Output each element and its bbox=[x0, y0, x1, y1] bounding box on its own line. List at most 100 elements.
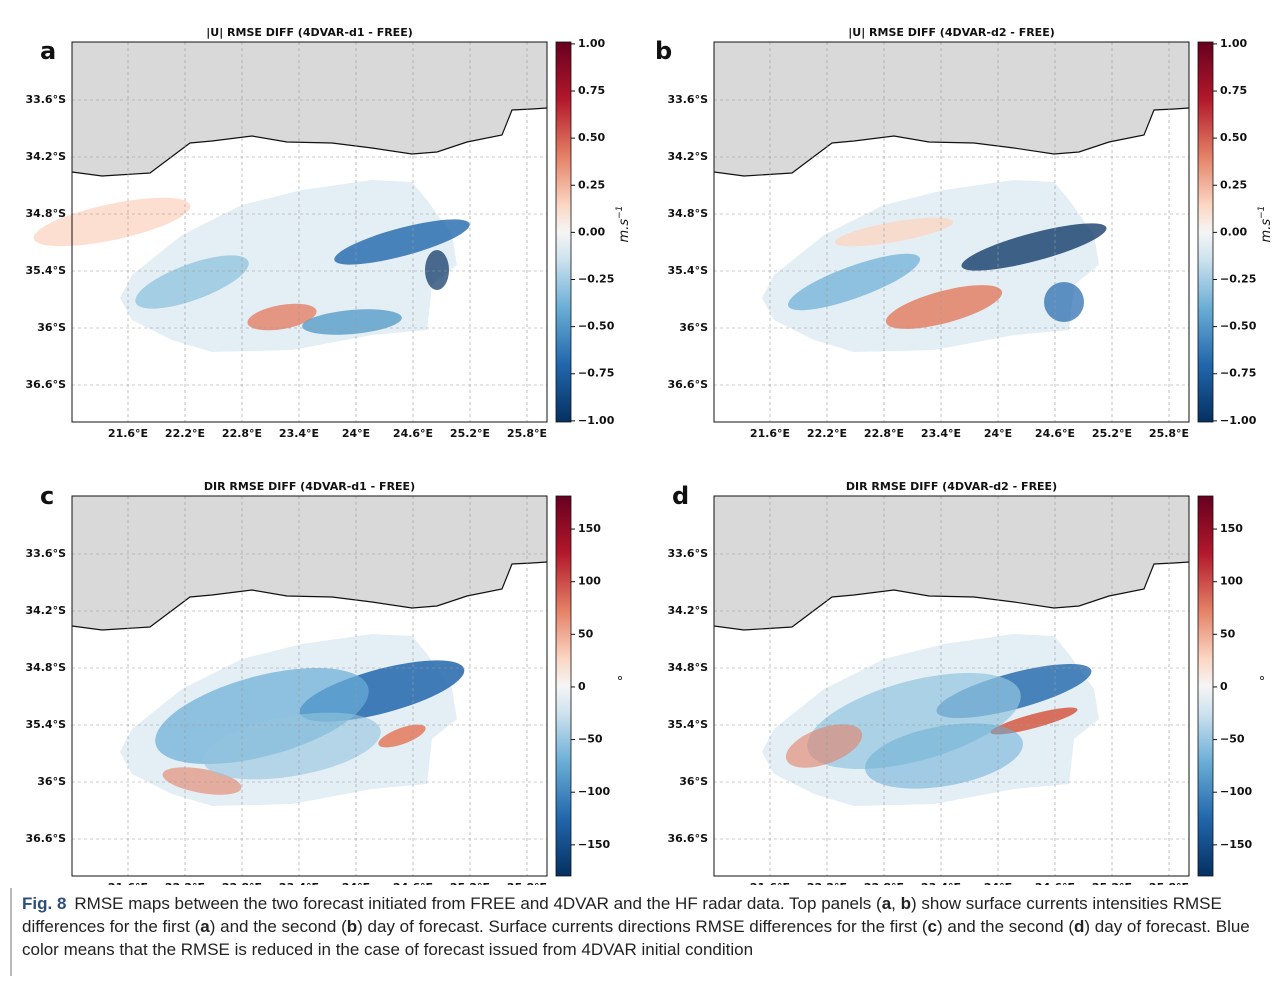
lat-label: 34.8°S bbox=[667, 207, 708, 220]
colorbar-tick-label: 100 bbox=[578, 575, 601, 588]
lon-label: 21.6°E bbox=[108, 427, 148, 440]
caption-text: b bbox=[900, 894, 911, 913]
lat-label: 33.6°S bbox=[667, 93, 708, 106]
colorbar-unit: ° bbox=[617, 675, 632, 682]
panel-letter: a bbox=[40, 37, 56, 65]
colorbar-unit: m.s−1 bbox=[615, 206, 632, 243]
field-feature bbox=[425, 250, 449, 290]
lon-label: 24°E bbox=[342, 427, 370, 440]
field-feature bbox=[334, 219, 470, 265]
field-feature bbox=[247, 303, 317, 331]
lon-label: 25.2°E bbox=[1092, 427, 1132, 440]
caption-text: a bbox=[200, 917, 210, 936]
lon-label: 24.6°E bbox=[1035, 427, 1075, 440]
lon-label: 23.4°E bbox=[279, 881, 319, 885]
caption-text: ) day of forecast. Surface currents dire… bbox=[357, 917, 928, 936]
lat-label: 34.8°S bbox=[25, 661, 66, 674]
lon-label: 25.8°E bbox=[507, 427, 547, 440]
lat-label: 33.6°S bbox=[25, 547, 66, 560]
colorbar bbox=[555, 495, 572, 877]
colorbar-tick-label: 1.00 bbox=[578, 37, 605, 50]
lat-label: 36°S bbox=[679, 321, 708, 334]
colorbar-tick-label: 150 bbox=[1220, 522, 1243, 535]
colorbar bbox=[555, 41, 572, 423]
field-feature bbox=[378, 724, 426, 748]
caption-text: c bbox=[927, 917, 937, 936]
map-frame bbox=[71, 41, 548, 423]
colorbar-tick-label: 0.25 bbox=[1220, 178, 1247, 191]
panel-letter: d bbox=[672, 482, 689, 510]
colorbar-tick-label: −0.50 bbox=[578, 320, 615, 333]
caption-text: b bbox=[346, 917, 358, 936]
lat-label: 36°S bbox=[37, 321, 66, 334]
colorbar-tick-label: 0.75 bbox=[1220, 84, 1247, 97]
field-feature bbox=[1044, 282, 1084, 322]
caption-text: ) and the second ( bbox=[209, 917, 347, 936]
panel bbox=[713, 495, 1190, 877]
colorbar-tick-label: 0 bbox=[578, 680, 586, 693]
colorbar-tick-label: 150 bbox=[578, 522, 601, 535]
lat-label: 36°S bbox=[679, 775, 708, 788]
lon-label: 24°E bbox=[342, 881, 370, 885]
lat-label: 36.6°S bbox=[25, 832, 66, 845]
field-feature bbox=[203, 712, 381, 780]
caption-text: ) show surface currents intensities RMSE… bbox=[22, 894, 1222, 936]
field-feature bbox=[155, 668, 369, 764]
lon-label: 22.8°E bbox=[222, 427, 262, 440]
panel-title: |U| RMSE DIFF (4DVAR-d1 - FREE) bbox=[206, 26, 412, 39]
ocean-field bbox=[120, 180, 457, 352]
lat-label: 36.6°S bbox=[25, 378, 66, 391]
panel-title: DIR RMSE DIFF (4DVAR-d1 - FREE) bbox=[204, 480, 415, 493]
lat-label: 35.4°S bbox=[25, 264, 66, 277]
coastline bbox=[713, 561, 1190, 631]
lat-label: 35.4°S bbox=[667, 264, 708, 277]
panel-letter: b bbox=[655, 37, 672, 65]
colorbar-tick-label: −0.25 bbox=[578, 273, 614, 286]
colorbar-tick-label: 0.75 bbox=[578, 84, 605, 97]
field-feature bbox=[807, 673, 1021, 769]
colorbar-tick-label: −0.25 bbox=[1220, 273, 1256, 286]
lon-label: 22.2°E bbox=[807, 427, 847, 440]
coastline bbox=[71, 107, 548, 177]
colorbar bbox=[1197, 495, 1214, 877]
panel bbox=[71, 495, 548, 877]
lon-label: 25.8°E bbox=[507, 881, 547, 885]
caption-text: RMSE maps between the two forecast initi… bbox=[74, 894, 882, 913]
lon-label: 25.2°E bbox=[450, 881, 490, 885]
lat-label: 34.2°S bbox=[667, 604, 708, 617]
figure: a |U| RMSE DIFF (4DVAR-d1 - FREE) 33.6°S 34… bbox=[25, 26, 1274, 885]
map-frame bbox=[713, 41, 1190, 423]
lat-label: 34.8°S bbox=[667, 661, 708, 674]
caption-text: ) and the second ( bbox=[936, 917, 1075, 936]
colorbar-tick-label: −50 bbox=[578, 733, 603, 746]
caption-text: d bbox=[1074, 917, 1085, 936]
lon-label: 24°E bbox=[984, 881, 1012, 885]
colorbar-unit-superscript: −1 bbox=[1257, 206, 1267, 219]
colorbar-unit: ° bbox=[1259, 675, 1274, 682]
colorbar-unit: m.s−1 bbox=[1257, 206, 1274, 243]
map-frame bbox=[713, 495, 1190, 877]
lon-label: 25.8°E bbox=[1149, 427, 1189, 440]
colorbar-tick-label: −1.00 bbox=[1220, 414, 1257, 427]
lat-label: 34.2°S bbox=[25, 150, 66, 163]
lat-label: 36.6°S bbox=[667, 378, 708, 391]
coastline bbox=[713, 107, 1190, 177]
lon-label: 24.6°E bbox=[393, 881, 433, 885]
lon-label: 21.6°E bbox=[750, 427, 790, 440]
colorbar-unit-superscript: −1 bbox=[615, 206, 625, 219]
lon-label: 22.2°E bbox=[165, 881, 205, 885]
lat-label: 35.4°S bbox=[667, 718, 708, 731]
caption-text: , bbox=[891, 894, 901, 913]
field-feature bbox=[865, 723, 1023, 789]
colorbar-tick-label: 0.25 bbox=[578, 178, 605, 191]
lat-label: 34.8°S bbox=[25, 207, 66, 220]
colorbar-tick-label: 0 bbox=[1220, 680, 1228, 693]
colorbar-tick-label: −100 bbox=[1220, 785, 1253, 798]
lon-label: 23.4°E bbox=[921, 427, 961, 440]
colorbar-unit-text: ° bbox=[1259, 675, 1274, 682]
field-feature bbox=[787, 253, 921, 311]
lon-label: 25.2°E bbox=[450, 427, 490, 440]
colorbar-tick-label: 50 bbox=[1220, 627, 1236, 640]
lon-label: 21.6°E bbox=[108, 881, 148, 885]
caption: Fig. 8 RMSE maps between the two forecast… bbox=[10, 888, 1272, 976]
